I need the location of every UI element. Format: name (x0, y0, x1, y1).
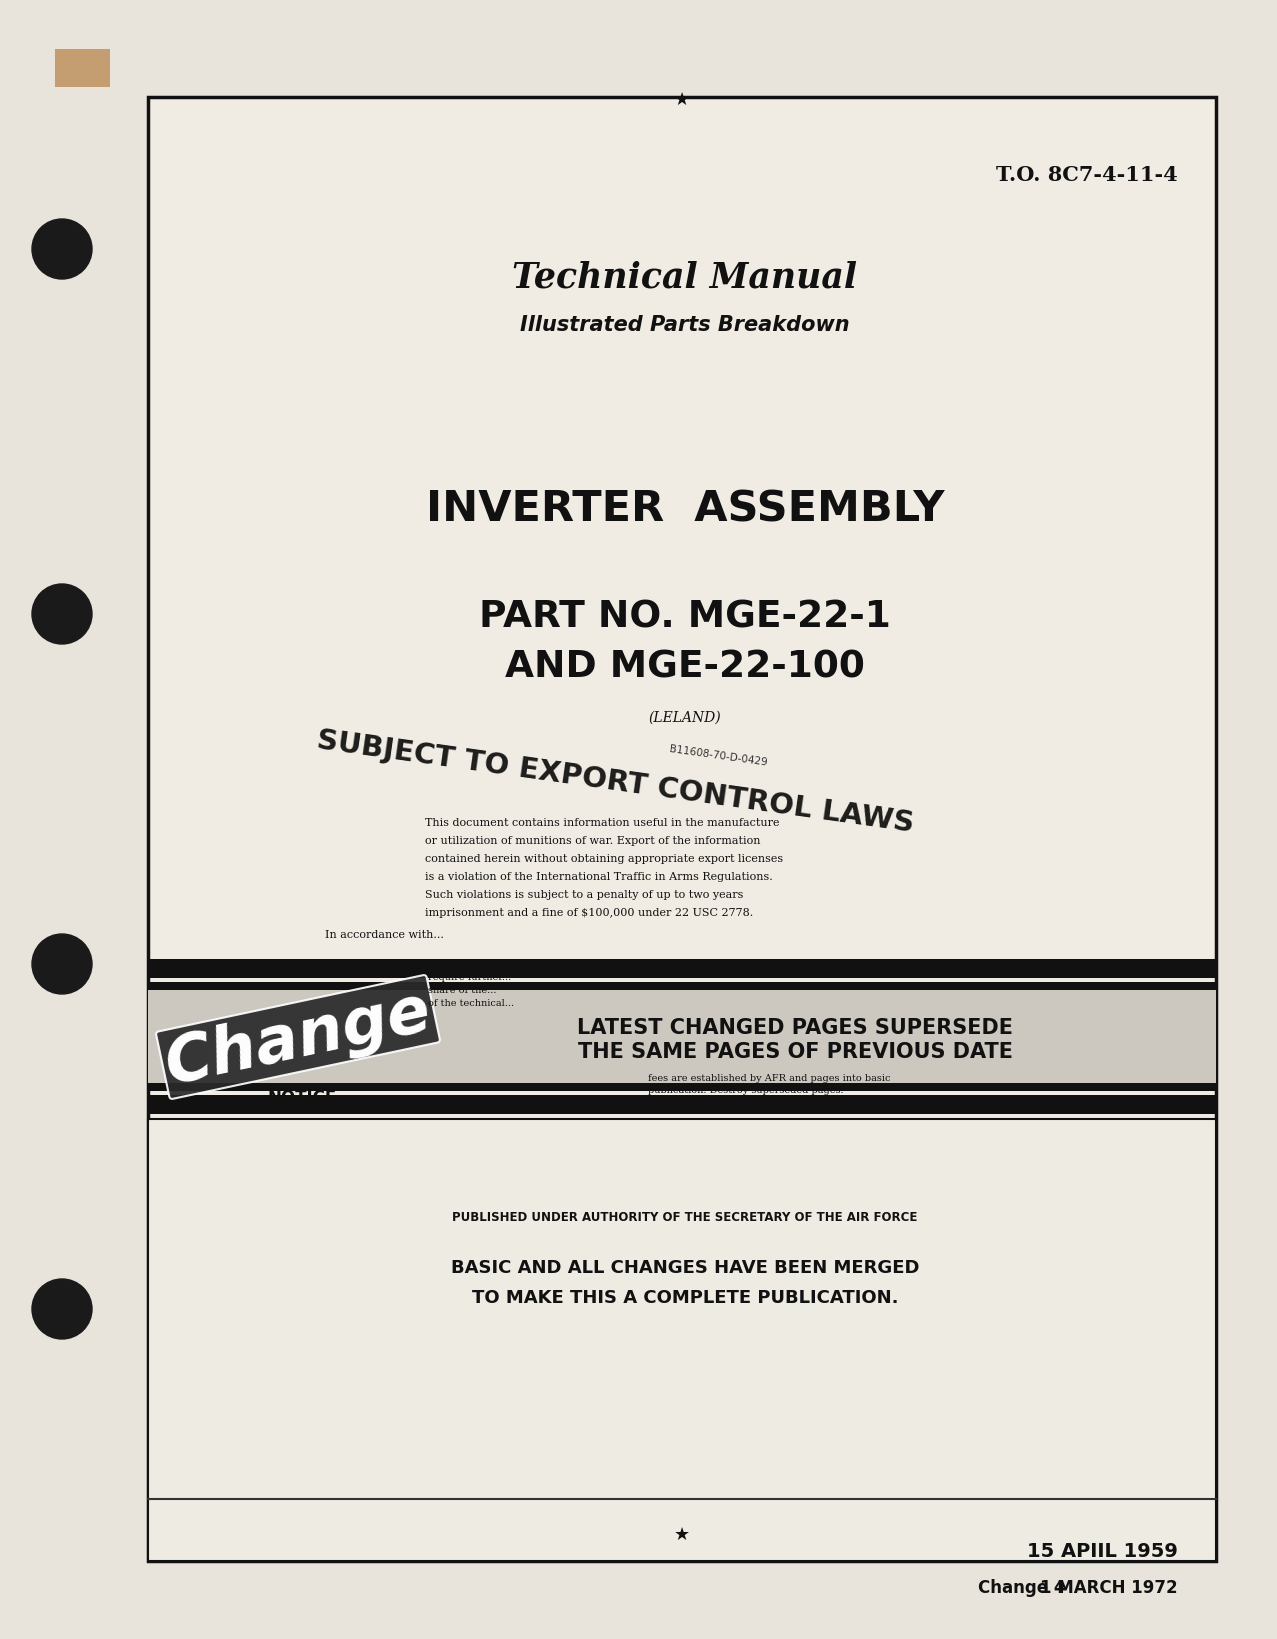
Bar (148, 98, 1216, 1560)
Text: Technical Manual: Technical Manual (512, 261, 858, 295)
Circle shape (32, 220, 92, 280)
Text: Change 4: Change 4 (978, 1578, 1065, 1596)
Bar (148, 983, 1216, 990)
Text: LATEST CHANGED PAGES SUPERSEDE: LATEST CHANGED PAGES SUPERSEDE (577, 1018, 1013, 1037)
Bar (148, 1083, 1216, 1092)
Text: or utilization of munitions of war. Export of the information: or utilization of munitions of war. Expo… (425, 836, 761, 846)
Text: require further...: require further... (428, 972, 511, 982)
Text: ★: ★ (674, 1524, 690, 1542)
Text: In accordance with...: In accordance with... (326, 929, 444, 939)
Text: T.O. 8C7-4-11-4: T.O. 8C7-4-11-4 (996, 166, 1177, 185)
Text: B11608-70-D-0429: B11608-70-D-0429 (668, 744, 767, 767)
Text: of the technical...: of the technical... (428, 998, 515, 1008)
Text: publication. Destroy superseded pages.: publication. Destroy superseded pages. (647, 1085, 844, 1095)
Text: Illustrated Parts Breakdown: Illustrated Parts Breakdown (520, 315, 849, 334)
Bar (148, 1119, 1216, 1560)
Text: SUBJECT TO EXPORT CONTROL LAWS: SUBJECT TO EXPORT CONTROL LAWS (314, 726, 916, 838)
Text: AND MGE-22-100: AND MGE-22-100 (506, 649, 865, 685)
Bar (55, 49, 110, 89)
Text: 15 APIIL 1959: 15 APIIL 1959 (1027, 1542, 1177, 1560)
Text: ★: ★ (674, 90, 690, 108)
Text: PUBLISHED UNDER AUTHORITY OF THE SECRETARY OF THE AIR FORCE: PUBLISHED UNDER AUTHORITY OF THE SECRETA… (452, 1211, 918, 1224)
Text: This document contains information useful in the manufacture: This document contains information usefu… (425, 818, 779, 828)
Circle shape (32, 934, 92, 995)
Text: Change: Change (160, 978, 437, 1096)
Text: Such violations is subject to a penalty of up to two years: Such violations is subject to a penalty … (425, 890, 743, 900)
Text: PART NO. MGE-22-1: PART NO. MGE-22-1 (479, 600, 891, 636)
Text: NOTICE: NOTICE (267, 1088, 337, 1106)
Text: imprisonment and a fine of $100,000 under 22 USC 2778.: imprisonment and a fine of $100,000 unde… (425, 908, 753, 918)
Text: fees are established by AFR and pages into basic: fees are established by AFR and pages in… (647, 1074, 890, 1082)
Text: 1 MARCH 1972: 1 MARCH 1972 (1041, 1578, 1177, 1596)
Text: share of the...: share of the... (428, 985, 497, 995)
Text: INVERTER  ASSEMBLY: INVERTER ASSEMBLY (425, 488, 944, 531)
Text: is a violation of the International Traffic in Arms Regulations.: is a violation of the International Traf… (425, 872, 773, 882)
Text: TO MAKE THIS A COMPLETE PUBLICATION.: TO MAKE THIS A COMPLETE PUBLICATION. (471, 1288, 898, 1306)
Circle shape (32, 585, 92, 644)
Text: (LELAND): (LELAND) (649, 711, 722, 724)
Bar (148, 1095, 1216, 1115)
Text: BASIC AND ALL CHANGES HAVE BEEN MERGED: BASIC AND ALL CHANGES HAVE BEEN MERGED (451, 1259, 919, 1277)
Bar (148, 990, 1216, 1083)
Text: THE SAME PAGES OF PREVIOUS DATE: THE SAME PAGES OF PREVIOUS DATE (577, 1041, 1013, 1062)
Text: contained herein without obtaining appropriate export licenses: contained herein without obtaining appro… (425, 854, 783, 864)
Circle shape (32, 1278, 92, 1339)
Bar (148, 959, 1216, 978)
